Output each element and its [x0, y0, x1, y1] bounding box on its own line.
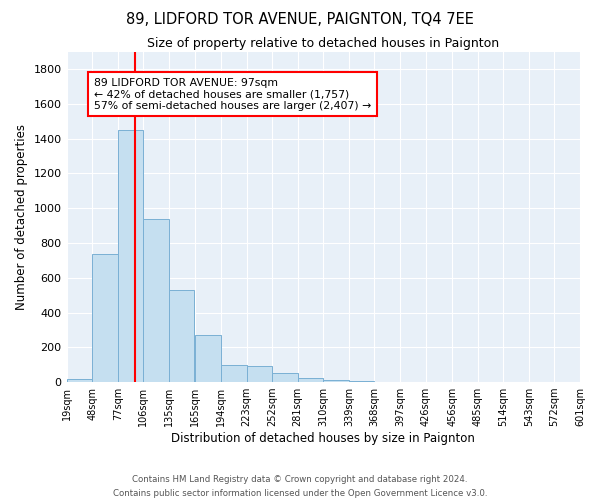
Text: Contains HM Land Registry data © Crown copyright and database right 2024.
Contai: Contains HM Land Registry data © Crown c…: [113, 476, 487, 498]
Text: 89 LIDFORD TOR AVENUE: 97sqm
← 42% of detached houses are smaller (1,757)
57% of: 89 LIDFORD TOR AVENUE: 97sqm ← 42% of de…: [94, 78, 371, 111]
Bar: [143, 220, 169, 382]
Y-axis label: Number of detached properties: Number of detached properties: [15, 124, 28, 310]
Bar: [349, 381, 374, 382]
Title: Size of property relative to detached houses in Paignton: Size of property relative to detached ho…: [147, 38, 499, 51]
Bar: [196, 335, 221, 382]
Bar: [92, 254, 118, 382]
Bar: [221, 364, 247, 382]
Bar: [247, 366, 272, 382]
Bar: [118, 130, 143, 382]
Bar: [169, 290, 194, 382]
Bar: [298, 378, 323, 382]
Bar: [272, 374, 298, 382]
X-axis label: Distribution of detached houses by size in Paignton: Distribution of detached houses by size …: [172, 432, 475, 445]
Bar: [323, 380, 349, 382]
Bar: [67, 378, 92, 382]
Text: 89, LIDFORD TOR AVENUE, PAIGNTON, TQ4 7EE: 89, LIDFORD TOR AVENUE, PAIGNTON, TQ4 7E…: [126, 12, 474, 28]
